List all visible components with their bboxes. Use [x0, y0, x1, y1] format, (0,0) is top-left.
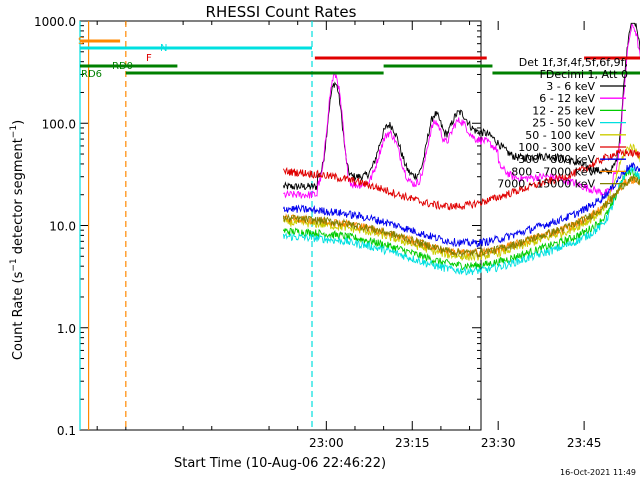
series-group [282, 22, 640, 276]
flag-label-f: F [146, 53, 152, 64]
legend-label: 6 - 12 keV [539, 92, 595, 105]
y-tick-label: 100.0 [42, 117, 76, 131]
y-axis-label: Count Rate (s−1 detector segment−1) [9, 120, 26, 360]
y-tick-label: 1.0 [57, 322, 76, 336]
legend-label: 7000 - 15000 keV [497, 178, 595, 191]
x-tick-label: 23:15 [395, 436, 430, 450]
series-line [282, 148, 640, 211]
legend: Det 1f,3f,4f,5f,6f,9f, FDecimi 1, Att 0 … [497, 56, 628, 191]
legend-label: 3 - 6 keV [546, 80, 595, 93]
y-axis: 0.1 1.0 10.0 100.0 1000.0 [34, 15, 481, 438]
legend-label: 300 - 800 keV [518, 153, 595, 166]
series-line [282, 174, 640, 259]
series-line [283, 23, 640, 199]
series-line [282, 22, 640, 191]
legend-header-line1: Det 1f,3f,4f,5f,6f,9f, [519, 56, 628, 69]
flag-label-n: N [160, 43, 167, 54]
y-tick-label: 1000.0 [34, 15, 76, 29]
x-tick-label: 23:00 [309, 436, 344, 450]
legend-header-line2: FDecimi 1, Att 0 [540, 68, 628, 81]
flag-label-rd0: RD0 [112, 61, 133, 72]
y-tick-label: 10.0 [49, 220, 76, 234]
chart-title: RHESSI Count Rates [206, 3, 357, 21]
flag-label-s: S [78, 36, 84, 47]
flag-bars: S NF RD0 RD6 [78, 36, 640, 80]
legend-label: 12 - 25 keV [532, 104, 595, 117]
event-markers [79, 21, 313, 430]
series-line [282, 161, 640, 248]
plot-frame [79, 20, 482, 431]
x-tick-label: 23:30 [481, 436, 516, 450]
legend-label: 100 - 300 keV [518, 141, 595, 154]
y-tick-label: 0.1 [57, 424, 76, 438]
flag-label-rd6: RD6 [81, 69, 102, 80]
x-axis-label: Start Time (10-Aug-06 22:46:22) [174, 456, 386, 471]
legend-label: 25 - 50 keV [532, 117, 595, 130]
x-tick-label: 23:45 [567, 436, 602, 450]
timestamp: 16-Oct-2021 11:49 [560, 468, 636, 477]
legend-label: 50 - 100 keV [525, 129, 595, 142]
legend-label: 800 - 7000 keV [511, 165, 595, 178]
